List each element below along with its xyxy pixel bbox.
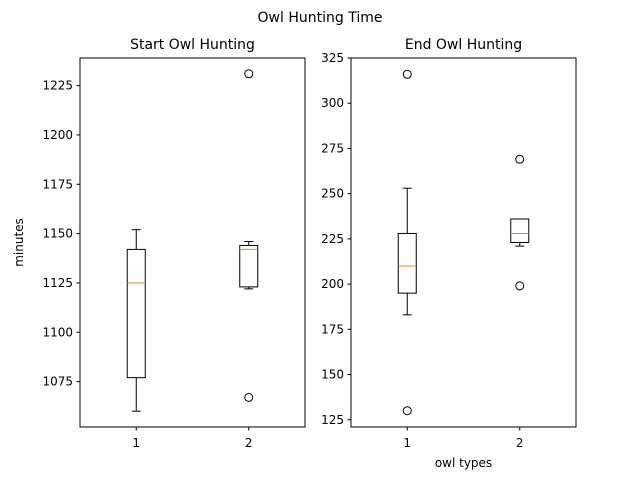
y-tick-label: 1150 [42,227,73,241]
x-tick-label: 1 [132,436,140,450]
subplot-title: Start Owl Hunting [130,37,255,53]
y-tick-label: 200 [321,277,344,291]
subplot-1: Start Owl Hunting 1075 1100 1125 1150 1175 120… [12,37,306,450]
y-axis-label: minutes [12,218,26,267]
y-tick-label: 1075 [42,375,73,389]
plot-area-frame [350,57,577,428]
x-axis-label: owl types [435,456,492,470]
iqr-box [510,218,530,243]
subplots: Start Owl Hunting10751100112511501175120… [12,37,577,470]
figure-suptitle: Owl Hunting Time [258,10,383,26]
y-tick-label: 1100 [42,325,73,339]
y-tick-label: 175 [321,322,344,336]
y-tick-label: 150 [321,368,344,382]
flier-point [402,69,412,79]
y-tick-label: 125 [321,413,344,427]
y-tick-label: 275 [321,141,344,155]
y-tick-label: 300 [321,96,344,110]
iqr-box [397,232,417,294]
subplot-title: End Owl Hunting [405,37,522,53]
subplot-2: End Owl Hunting 125 150 175 200 225 250 275 300 3… [321,37,577,470]
iqr-box [239,244,259,288]
plot-area-frame [79,57,306,428]
y-tick-label: 225 [321,232,344,246]
y-tick-label: 1125 [42,276,73,290]
x-tick-label: 2 [245,436,253,450]
y-tick-label: 1225 [42,79,73,93]
x-tick-label: 1 [403,436,411,450]
box-2 [239,69,259,402]
y-tick-label: 1200 [42,128,73,142]
box-1 [397,69,417,416]
y-tick-label: 250 [321,187,344,201]
flier-point [244,392,254,402]
y-tick-label: 325 [321,51,344,65]
flier-point [244,69,254,79]
box-1 [126,229,146,412]
y-tick-label: 1175 [42,177,73,191]
x-tick-label: 2 [516,436,524,450]
flier-point [402,406,412,416]
flier-point [515,154,525,164]
box-2 [510,154,530,291]
iqr-box [126,248,146,379]
flier-point [515,281,525,291]
